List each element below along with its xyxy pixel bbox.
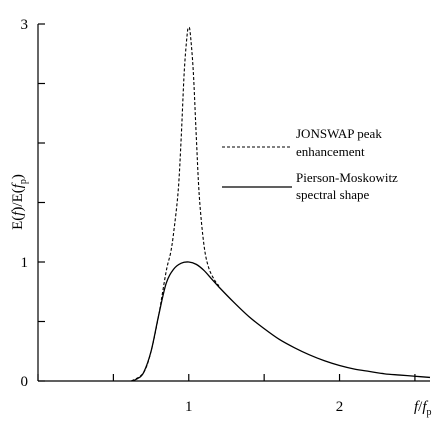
legend-item-jonswap: JONSWAP peak enhancement xyxy=(222,126,382,159)
x-axis-title: f/fp xyxy=(414,399,432,418)
x-tick-label: 2 xyxy=(336,399,344,415)
legend-label-pm: Pierson-Moskowitz xyxy=(296,170,398,185)
axes-layer xyxy=(37,24,430,382)
y-axis-title: E(f)/E(fp) xyxy=(10,174,29,230)
legend-label-jonswap-2: enhancement xyxy=(296,144,365,159)
legend: JONSWAP peak enhancement Pierson-Moskowi… xyxy=(222,126,398,202)
series-layer xyxy=(131,26,431,382)
series-line-jonswap xyxy=(131,26,220,382)
ticks-layer: 0 1 3 1 2 xyxy=(21,17,416,415)
y-tick-label: 0 xyxy=(21,374,29,390)
x-tick-label: 1 xyxy=(185,399,193,415)
y-tick-label: 1 xyxy=(21,255,29,271)
y-tick-label: 3 xyxy=(21,17,29,33)
series-line-pierson-moskowitz xyxy=(131,261,431,382)
legend-label-jonswap: JONSWAP peak xyxy=(296,126,382,141)
legend-item-pm: Pierson-Moskowitz spectral shape xyxy=(222,170,398,202)
legend-label-pm-2: spectral shape xyxy=(296,187,370,202)
